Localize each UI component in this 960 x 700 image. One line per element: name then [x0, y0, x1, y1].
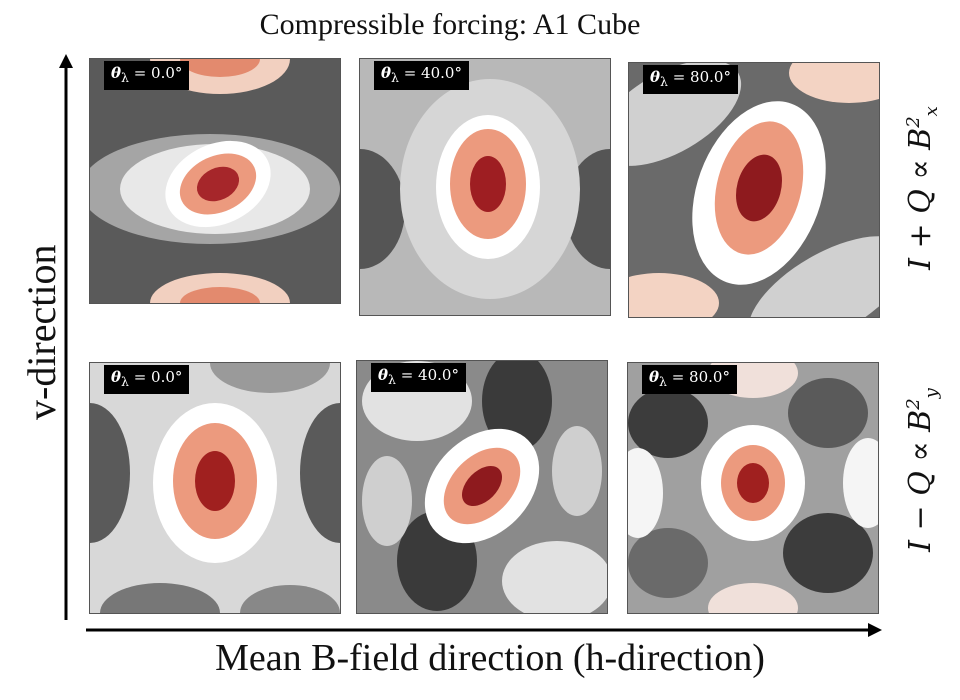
theta-symbol: θ — [378, 366, 389, 384]
map-panel-bottom-2: θλ = 40.0° — [356, 360, 608, 614]
row-label-bottom-sup: 2 — [903, 398, 924, 410]
row-label-bottom: I − Q ∝ B2y — [894, 370, 942, 570]
row-label-top-text: I + Q ∝ B — [903, 127, 938, 270]
theta-symbol: θ — [111, 368, 122, 386]
row-label-bottom-text: I − Q ∝ B — [903, 409, 938, 552]
intensity-map — [357, 361, 607, 613]
row-label-bottom-sub: y — [921, 388, 942, 399]
row-label-top: I + Q ∝ B2x — [894, 88, 942, 288]
intensity-map — [628, 363, 878, 613]
angle-value: = 0.0° — [128, 368, 183, 386]
theta-symbol: θ — [650, 68, 661, 86]
row-label-top-sup: 2 — [903, 116, 924, 128]
lambda-subscript: λ — [388, 372, 396, 387]
intensity-map — [360, 59, 610, 315]
angle-tag: θλ = 80.0° — [642, 365, 737, 394]
angle-value: = 80.0° — [667, 68, 731, 86]
y-axis-arrow — [59, 54, 73, 620]
angle-tag: θλ = 40.0° — [374, 61, 469, 90]
angle-tag: θλ = 80.0° — [643, 65, 738, 94]
x-axis-label: Mean B-field direction (h-direction) — [215, 637, 765, 679]
map-panel-bottom-1: θλ = 0.0° — [89, 362, 341, 614]
intensity-map — [90, 59, 340, 303]
angle-value: = 0.0° — [128, 64, 183, 82]
map-panel-top-2: θλ = 40.0° — [359, 58, 611, 316]
lambda-subscript: λ — [659, 374, 667, 389]
lambda-subscript: λ — [660, 74, 668, 89]
theta-symbol: θ — [111, 64, 122, 82]
lambda-subscript: λ — [121, 70, 129, 85]
angle-tag: θλ = 0.0° — [104, 61, 190, 90]
row-label-top-sub: x — [921, 106, 942, 117]
angle-value: = 40.0° — [398, 64, 462, 82]
figure-title: Compressible forcing: A1 Cube — [259, 8, 641, 41]
intensity-map — [629, 63, 879, 317]
map-panel-top-1: θλ = 0.0° — [89, 58, 341, 304]
y-axis-label: v-direction — [19, 244, 64, 421]
x-axis-arrow — [86, 623, 882, 637]
angle-tag: θλ = 0.0° — [104, 365, 190, 394]
map-panel-top-3: θλ = 80.0° — [628, 62, 880, 318]
angle-value: = 40.0° — [395, 366, 459, 384]
map-panel-bottom-3: θλ = 80.0° — [627, 362, 879, 614]
lambda-subscript: λ — [121, 374, 129, 389]
theta-symbol: θ — [649, 368, 660, 386]
angle-tag: θλ = 40.0° — [371, 363, 466, 392]
angle-value: = 80.0° — [666, 368, 730, 386]
theta-symbol: θ — [381, 64, 392, 82]
lambda-subscript: λ — [391, 70, 399, 85]
intensity-map — [90, 363, 340, 613]
